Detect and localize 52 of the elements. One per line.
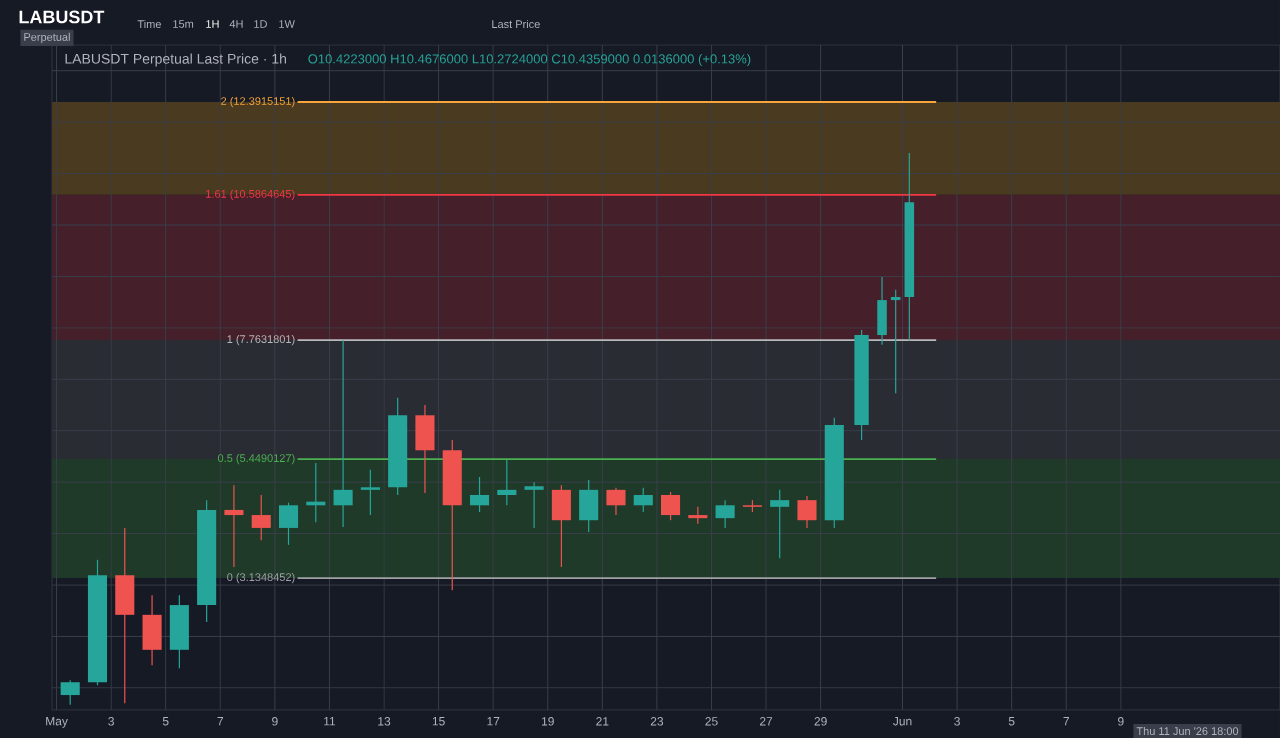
x-tick-label: 7 [1063, 717, 1069, 726]
candlestick [251, 494, 271, 541]
text: 1D [254, 20, 267, 28]
ref-line-label: 0 (3.1348452) [227, 572, 295, 584]
candlestick [606, 487, 626, 516]
text: Thu 11 Jun '26 18:00 [1136, 726, 1239, 736]
candlestick [715, 499, 735, 529]
candlestick [524, 481, 544, 529]
x-tick-label: Jun [893, 717, 912, 726]
ref-line-label: 1.61 (10.5864645) [206, 189, 295, 200]
text: Time [137, 19, 161, 29]
x-tick-label: 11 [324, 717, 336, 726]
x-tick-label: 23 [650, 717, 664, 726]
x-tick-label: 9 [272, 717, 278, 726]
ref-line-label: 0.5 (5.4490127) [217, 453, 295, 465]
text: LABUSDT [19, 10, 105, 24]
text: O10.4223000 H10.4676000 L10.2724000 C10.4359000 0.0136000 (+0.13%) [308, 53, 751, 67]
text: LABUSDT Perpetual Last Price · 1h [65, 53, 287, 67]
text: 4H [229, 20, 243, 28]
x-tick-label: 15 [432, 717, 445, 726]
candlestick [360, 469, 380, 516]
candlestick [497, 459, 517, 506]
x-tick-label: May [46, 717, 68, 728]
x-tick-label: 5 [1008, 717, 1015, 726]
x-tick-label: 3 [108, 717, 114, 726]
x-tick-label: 17 [487, 717, 500, 726]
x-tick-label: 7 [217, 717, 224, 726]
x-tick-label: 5 [162, 717, 169, 726]
candlestick [333, 339, 353, 528]
x-tick-label: 19 [541, 717, 554, 726]
candlestick [60, 679, 80, 706]
x-tick-label: 13 [378, 717, 391, 726]
x-tick-label: 25 [705, 717, 718, 726]
ref-line-label: 2 (12.3915151) [221, 96, 295, 108]
candlestick [661, 491, 681, 521]
candlestick [224, 484, 244, 568]
candlestick [278, 502, 299, 546]
candlestick [797, 495, 817, 529]
x-tick-label: 9 [1118, 717, 1124, 726]
ref-line-label: 1 (7.7631801) [227, 334, 295, 346]
text: 1H [206, 20, 219, 28]
text: Last Price [492, 19, 540, 29]
candlestick [633, 487, 653, 513]
candlestick [770, 489, 790, 559]
x-tick-label: 27 [759, 717, 773, 726]
x-tick-label: 29 [814, 717, 827, 726]
x-tick-label: 3 [954, 717, 960, 726]
x-tick-label: 21 [596, 717, 609, 726]
text: Perpetual [24, 32, 70, 44]
text: 15m [173, 20, 194, 28]
candlestick [469, 476, 490, 513]
text: 1W [279, 20, 295, 28]
